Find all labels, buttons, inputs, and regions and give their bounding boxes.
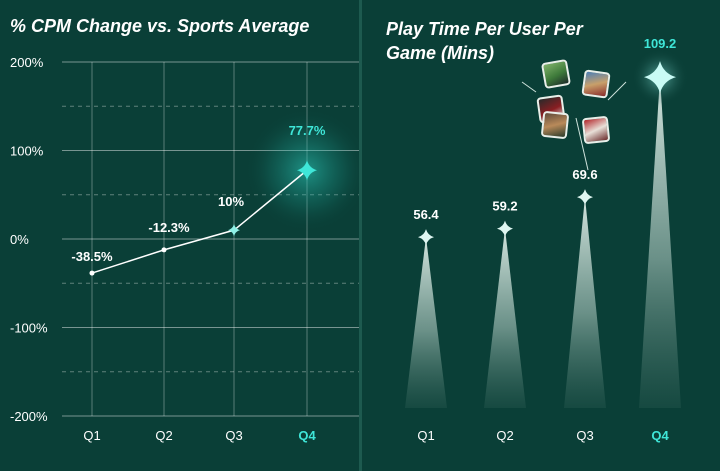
data-point [161,247,167,253]
play-time-chart-title: Play Time Per User Per Game (Mins) [386,19,583,63]
cpm-change-chart-panel: % CPM Change vs. Sports Average 200% 100%… [10,16,360,443]
data-label: 109.2 [644,36,677,51]
play-time-chart-panel: Play Time Per User Per Game (Mins) 56.4 Q… [362,0,720,471]
y-tick-label: 200% [10,55,44,70]
soccer-game-thumbnail [540,58,572,90]
x-tick-label: Q3 [225,428,242,443]
data-label: -12.3% [148,220,190,235]
x-tick-label: Q1 [83,428,100,443]
star-marker [577,189,593,206]
star-marker [418,229,434,246]
baseball-game-thumbnail [540,110,570,140]
q4-star-marker [644,61,676,94]
data-label: -38.5% [71,249,113,264]
y-tick-label: -200% [10,409,48,424]
play-time-beam [639,77,681,409]
cpm-chart-title: % CPM Change vs. Sports Average [10,16,310,36]
panel-divider [359,0,362,471]
cpm-series-line [91,169,308,274]
q3-star-marker [228,224,240,237]
x-tick-label: Q4 [298,428,316,443]
thumbnail-connector [521,81,537,93]
play-time-beam [405,237,447,408]
q4-star-marker [297,160,317,181]
data-label: 56.4 [413,207,439,222]
play-time-beam [564,197,606,408]
star-marker [497,220,513,237]
x-tick-label: Q4 [651,428,669,443]
x-tick-label: Q2 [496,428,513,443]
x-tick-label: Q2 [155,428,172,443]
data-label: 59.2 [492,199,517,214]
thumbnail-connector [575,117,589,171]
x-tick-label: Q1 [417,428,434,443]
y-tick-label: 0% [10,232,29,247]
thumbnail-connector [607,81,627,101]
data-label: 10% [218,194,244,209]
cpm-line-chart: 200% 100% 0% -100% -200% -38.5% -12.3% 10% 77.7%… [10,55,360,443]
data-label: 69.6 [572,167,597,182]
play-time-beam [484,228,526,408]
data-label: 77.7% [289,123,326,138]
football-game-thumbnail [581,69,611,99]
play-time-beam-chart: 56.4 Q1 59.2 Q2 69.6 Q3 109.2 Q4 [405,36,688,443]
data-point [89,270,95,276]
y-tick-label: -100% [10,321,48,336]
x-tick-label: Q3 [576,428,593,443]
y-tick-label: 100% [10,144,44,159]
racing-game-thumbnail [581,115,611,145]
